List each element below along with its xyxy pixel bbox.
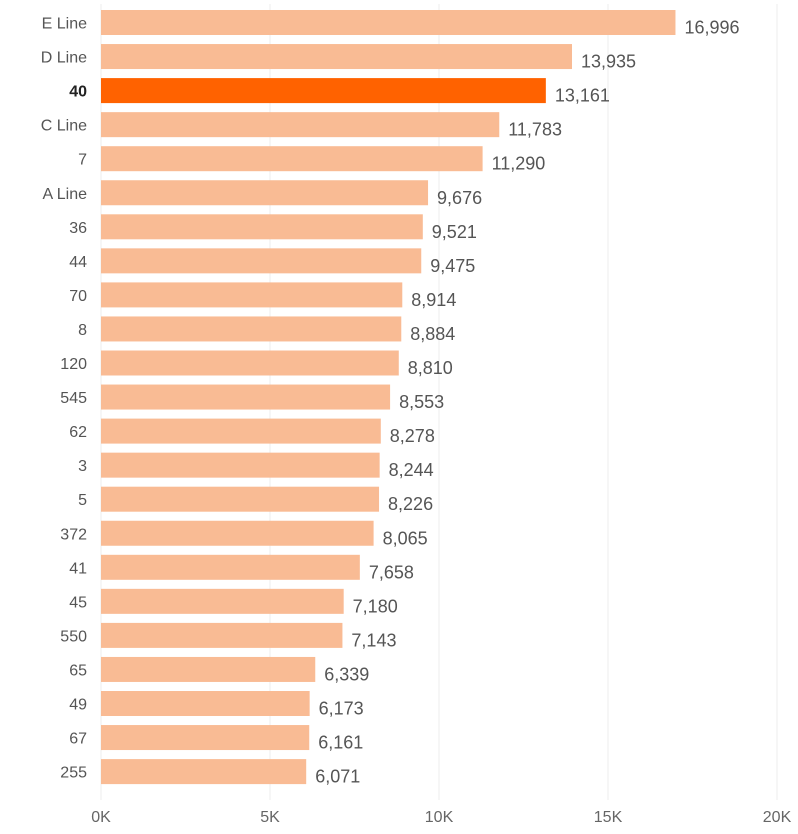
value-label: 7,180 — [353, 596, 398, 616]
category-label: E Line — [42, 16, 87, 33]
bar[interactable] — [101, 725, 310, 751]
value-label: 8,914 — [411, 290, 456, 310]
category-label: 3 — [78, 458, 87, 475]
value-label: 13,161 — [555, 86, 610, 106]
value-label: 9,676 — [437, 188, 482, 208]
bar[interactable] — [101, 486, 380, 512]
category-label: 67 — [69, 731, 87, 748]
x-tick-label: 15K — [594, 809, 623, 826]
value-label: 6,071 — [315, 767, 360, 787]
value-label: 9,521 — [432, 222, 477, 242]
category-label: 41 — [69, 560, 87, 577]
category-label: 49 — [69, 697, 87, 714]
value-label: 11,783 — [508, 120, 562, 140]
bar[interactable] — [101, 759, 307, 785]
bar[interactable] — [101, 622, 343, 648]
value-label: 8,226 — [388, 494, 433, 514]
value-label: 8,244 — [389, 460, 434, 480]
category-label: 62 — [69, 424, 87, 441]
bar[interactable] — [101, 691, 310, 716]
bar[interactable] — [101, 282, 403, 308]
category-label: 372 — [60, 526, 87, 543]
bar[interactable] — [101, 520, 374, 546]
bars — [101, 10, 676, 785]
category-label: 44 — [69, 254, 87, 271]
value-label: 6,161 — [318, 733, 363, 753]
value-label: 7,143 — [351, 630, 396, 650]
value-label: 8,278 — [390, 426, 435, 446]
bar[interactable] — [101, 78, 546, 104]
value-label: 6,173 — [319, 699, 364, 719]
category-label: 550 — [60, 628, 87, 645]
x-tick-label: 10K — [425, 809, 454, 826]
category-label: 40 — [69, 84, 87, 101]
bar[interactable] — [101, 112, 500, 138]
bar[interactable] — [101, 44, 573, 70]
value-label: 7,658 — [369, 562, 414, 582]
category-label: 5 — [78, 492, 87, 509]
x-tick-label: 20K — [763, 809, 792, 826]
bar[interactable] — [101, 146, 483, 172]
bar[interactable] — [101, 588, 344, 614]
value-labels: 16,996 13,935 13,161 11,783 11,290 9,676 9,521… — [315, 18, 739, 787]
category-label: 255 — [60, 765, 87, 782]
value-label: 16,996 — [684, 18, 739, 38]
value-label: 9,475 — [430, 256, 475, 276]
value-label: 8,810 — [408, 358, 453, 378]
bar[interactable] — [101, 384, 391, 410]
bar[interactable] — [101, 180, 429, 206]
category-label: 545 — [60, 390, 87, 407]
category-label: 7 — [78, 152, 87, 169]
x-tick-label: 0K — [91, 809, 111, 826]
category-label: 36 — [69, 220, 87, 237]
category-label: 120 — [60, 356, 87, 373]
bar[interactable] — [101, 214, 423, 240]
category-label: D Line — [41, 50, 87, 67]
bar[interactable] — [101, 418, 381, 444]
value-label: 6,339 — [324, 664, 369, 684]
category-label: 8 — [78, 322, 87, 339]
value-label: 8,065 — [383, 528, 428, 548]
category-label: A Line — [43, 186, 88, 203]
category-label: 45 — [69, 594, 87, 611]
value-label: 13,935 — [581, 52, 636, 72]
bar[interactable] — [101, 10, 676, 35]
value-label: 8,553 — [399, 392, 444, 412]
category-label: C Line — [41, 118, 87, 135]
category-label: 70 — [69, 288, 87, 305]
value-label: 11,290 — [492, 154, 546, 174]
x-tick-label: 5K — [260, 809, 280, 826]
bar[interactable] — [101, 248, 422, 274]
value-label: 8,884 — [410, 324, 455, 344]
bar[interactable] — [101, 316, 402, 342]
bar[interactable] — [101, 350, 399, 376]
category-label: 65 — [69, 662, 87, 679]
bar[interactable] — [101, 554, 360, 580]
bar[interactable] — [101, 452, 380, 478]
x-axis-ticks: 0K 5K 10K 15K 20K — [91, 809, 791, 826]
bar[interactable] — [101, 656, 316, 682]
